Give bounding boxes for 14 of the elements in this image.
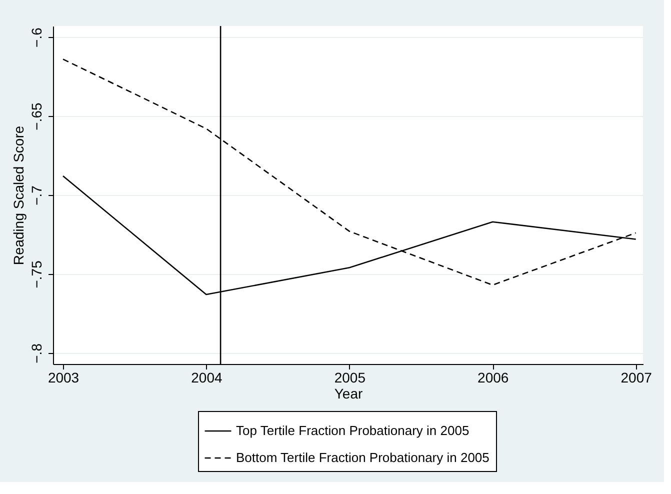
x-tick-label: 2005: [334, 370, 366, 386]
y-tick-label: −.6: [28, 27, 44, 48]
x-tick-label: 2004: [191, 370, 223, 386]
legend-label: Bottom Tertile Fraction Probationary in 2005: [236, 450, 490, 465]
x-axis-title: Year: [334, 386, 363, 402]
y-axis-title: Reading Scaled Score: [10, 126, 26, 266]
x-tick-label: 2007: [620, 370, 652, 386]
x-tick-label: 2006: [478, 370, 509, 386]
y-tick-label: −.65: [28, 102, 44, 130]
x-tick-label: 2003: [48, 370, 80, 386]
y-tick-label: −.75: [28, 260, 44, 288]
legend-label: Top Tertile Fraction Probationary in 2005: [236, 423, 470, 438]
y-tick-label: −.7: [28, 185, 44, 206]
y-tick-label: −.8: [28, 343, 44, 364]
